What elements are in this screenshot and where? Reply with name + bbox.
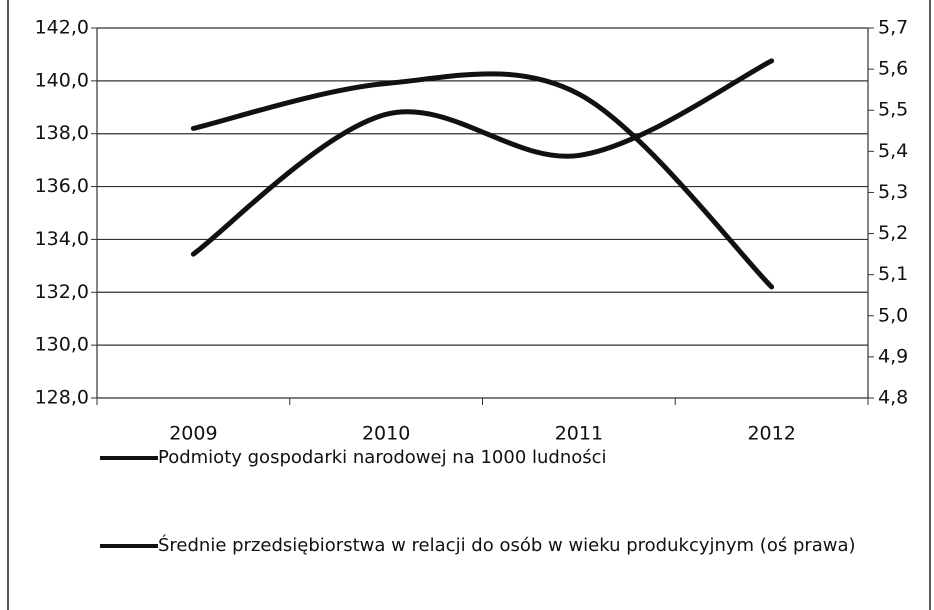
- y-tick-label: 130,0: [35, 334, 89, 356]
- y2-tick-label: 5,3: [878, 181, 908, 203]
- legend-item: Średnie przedsiębiorstwa w relacji do os…: [100, 532, 860, 560]
- y2-tick-label: 4,9: [878, 345, 908, 367]
- y-tick-label: 128,0: [35, 387, 89, 409]
- y2-tick-label: 5,1: [878, 263, 908, 285]
- y2-tick-label: 4,8: [878, 387, 908, 409]
- legend-item: Podmioty gospodarki narodowej na 1000 lu…: [100, 444, 860, 472]
- x-tick-label: 2010: [362, 423, 410, 445]
- legend-swatch: [100, 456, 158, 460]
- y-tick-label: 134,0: [35, 228, 89, 250]
- y-tick-label: 136,0: [35, 175, 89, 197]
- y2-tick-label: 5,4: [878, 140, 908, 162]
- series-line: [190, 71, 775, 290]
- x-tick-label: 2009: [169, 423, 217, 445]
- y-tick-label: 138,0: [35, 122, 89, 144]
- y2-tick-label: 5,7: [878, 17, 908, 39]
- legend-label: Średnie przedsiębiorstwa w relacji do os…: [158, 535, 856, 556]
- legend-label: Podmioty gospodarki narodowej na 1000 lu…: [158, 447, 607, 468]
- legend-swatch: [100, 544, 158, 548]
- x-tick-label: 2011: [555, 423, 603, 445]
- y2-tick-label: 5,0: [878, 304, 908, 326]
- series-line: [190, 58, 775, 257]
- y2-tick-label: 5,5: [878, 99, 908, 121]
- y2-tick-label: 5,2: [878, 222, 908, 244]
- x-tick-label: 2012: [747, 423, 795, 445]
- y-tick-label: 140,0: [35, 69, 89, 91]
- y-tick-label: 142,0: [35, 17, 89, 39]
- y2-tick-label: 5,6: [878, 58, 908, 80]
- y-tick-label: 132,0: [35, 281, 89, 303]
